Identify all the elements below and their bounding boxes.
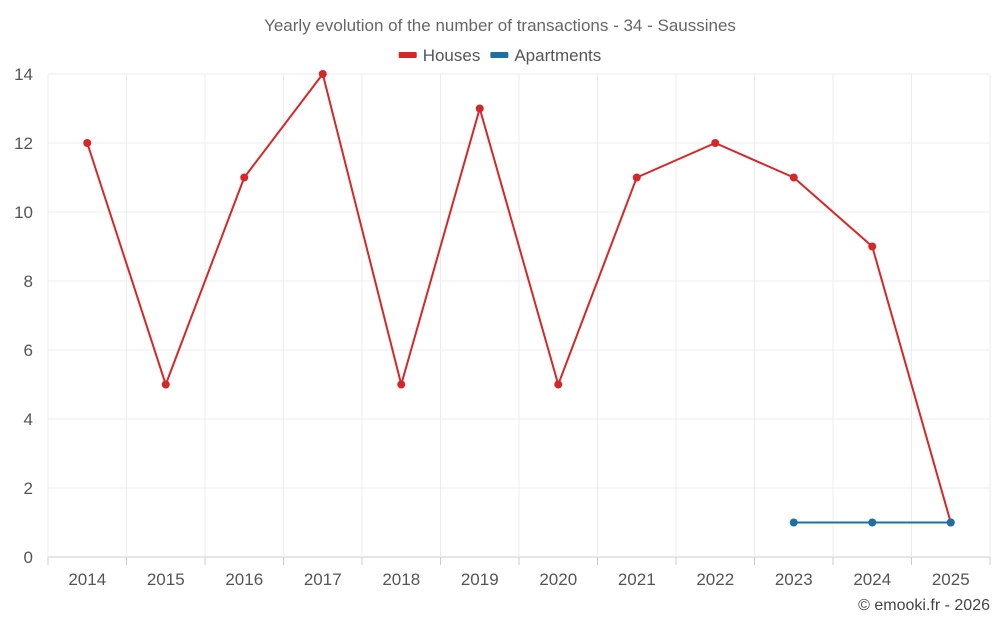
series-apartments (789, 518, 955, 527)
y-tick-label-4: 4 (24, 410, 33, 429)
y-tick-label-8: 8 (24, 272, 33, 291)
y-tick-label-6: 6 (24, 341, 33, 360)
x-tick-label-2020: 2020 (539, 570, 577, 589)
credit-label: © emooki.fr - 2026 (858, 597, 990, 614)
x-tick-label-2025: 2025 (932, 570, 970, 589)
legend-swatch-apartments (490, 52, 509, 58)
legend-label-houses: Houses (423, 46, 481, 65)
y-tick-label-12: 12 (14, 134, 33, 153)
y-tick-label-0: 0 (24, 548, 33, 567)
data-point-houses-2019[interactable] (475, 104, 484, 113)
x-tick-label-2021: 2021 (618, 570, 656, 589)
data-point-houses-2014[interactable] (83, 139, 92, 147)
legend-item-houses[interactable]: Houses (398, 46, 481, 65)
x-tick-label-2016: 2016 (225, 570, 263, 589)
legend-item-apartments[interactable]: Apartments (490, 46, 601, 65)
data-point-houses-2022[interactable] (711, 139, 720, 147)
x-tick-label-2014: 2014 (68, 570, 106, 589)
x-tick-label-2017: 2017 (304, 570, 342, 589)
y-tick-label-10: 10 (14, 203, 33, 222)
data-point-houses-2015[interactable] (161, 380, 170, 389)
x-tick-label-2023: 2023 (775, 570, 813, 589)
data-point-houses-2021[interactable] (632, 173, 641, 182)
data-point-houses-2023[interactable] (789, 173, 798, 182)
chart-title: Yearly evolution of the number of transa… (264, 16, 736, 35)
y-tick-label-2: 2 (24, 479, 33, 498)
legend: Houses Apartments (398, 46, 601, 65)
y-tick-label-14: 14 (14, 65, 33, 84)
x-tick-label-2022: 2022 (696, 570, 734, 589)
x-tick-label-2015: 2015 (147, 570, 185, 589)
data-point-houses-2018[interactable] (397, 380, 406, 389)
x-tick-label-2024: 2024 (853, 570, 891, 589)
x-tick-label-2019: 2019 (461, 570, 499, 589)
data-point-apartments-2025[interactable] (946, 518, 955, 527)
legend-label-apartments: Apartments (514, 46, 601, 65)
x-tick-label-2018: 2018 (382, 570, 420, 589)
data-point-apartments-2023[interactable] (789, 518, 798, 527)
data-point-houses-2016[interactable] (240, 173, 249, 182)
grid (47, 73, 991, 565)
x-axis-ticks: 2014 2015 2016 2017 2018 2019 2020 2021 2022 2023… (68, 570, 969, 589)
y-axis-ticks: 0 2 4 6 8 10 12 14 (14, 65, 33, 567)
series-layer (83, 70, 955, 527)
data-point-houses-2024[interactable] (868, 242, 877, 251)
data-point-houses-2020[interactable] (554, 380, 563, 389)
legend-swatch-houses (398, 52, 417, 58)
series-houses (83, 70, 955, 527)
series-line-houses (86, 73, 952, 523)
data-point-apartments-2024[interactable] (868, 518, 877, 527)
data-point-houses-2017[interactable] (318, 70, 327, 78)
